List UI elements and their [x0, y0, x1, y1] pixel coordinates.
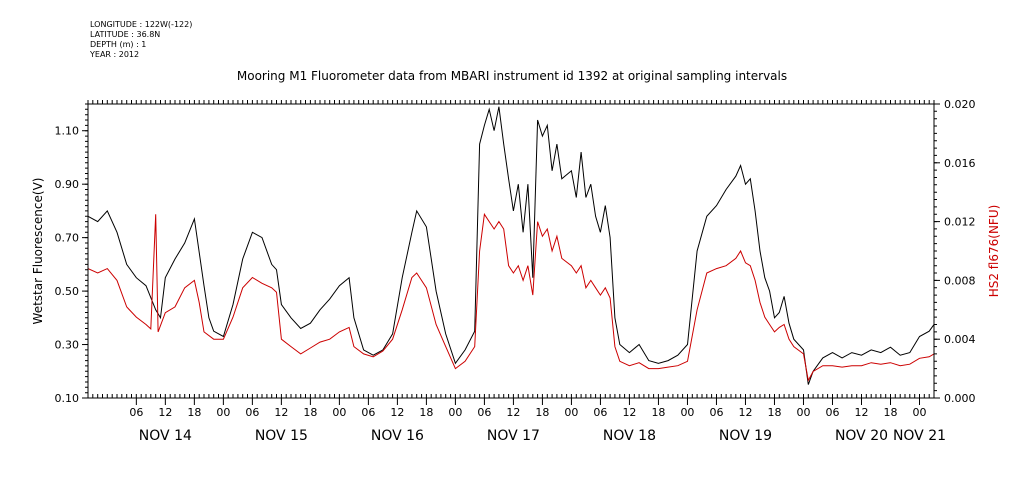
y-tick-label-left: 0.70: [55, 232, 80, 245]
y-axis-label-right: HS2 fl676(NFU): [987, 205, 1001, 298]
metadata-depth: DEPTH (m) : 1: [90, 40, 147, 49]
series-line-fl676: [88, 212, 934, 382]
x-tick-label: 00: [564, 406, 578, 419]
x-minor-ticks: [87, 100, 935, 398]
y-minor-ticks-left: [85, 103, 88, 399]
metadata-block: LONGITUDE : 122W(-122) LATITUDE : 36.8N …: [90, 20, 192, 60]
x-tick-label: 00: [332, 406, 346, 419]
plot-area: 06 12 18 00 06 12 18 00 06 12 18 00 06 12 18 00 06 12 18 00…: [55, 98, 976, 444]
chart-title: Mooring M1 Fluorometer data from MBARI i…: [237, 69, 787, 83]
x-tick-label: 00: [448, 406, 462, 419]
x-tick-label: 18: [303, 406, 317, 419]
x-tick-label: 06: [709, 406, 723, 419]
x-tick-label: 06: [477, 406, 491, 419]
y-tick-label-left: 0.50: [55, 285, 80, 298]
x-tick-label: 18: [651, 406, 665, 419]
y-tick-label-left: 0.30: [55, 339, 80, 352]
plot-frame: [87, 103, 935, 399]
y-tick-label-right: 0.020: [944, 98, 976, 111]
x-tick-label: 18: [535, 406, 549, 419]
x-tick-label: 06: [361, 406, 375, 419]
x-day-label: NOV 21: [893, 428, 946, 444]
y-minor-ticks-right: [934, 103, 937, 399]
y-tick-label-right: 0.000: [944, 392, 976, 405]
x-day-label: NOV 15: [255, 428, 308, 444]
metadata-latitude: LATITUDE : 36.8N: [90, 30, 161, 39]
x-tick-label: 06: [593, 406, 607, 419]
x-day-label: NOV 17: [487, 428, 540, 444]
y-tick-label-left: 0.90: [55, 178, 80, 191]
x-tick-label: 12: [506, 406, 520, 419]
x-tick-label: 12: [274, 406, 288, 419]
x-tick-label: 18: [419, 406, 433, 419]
x-day-label: NOV 19: [719, 428, 772, 444]
x-tick-label: 00: [216, 406, 230, 419]
y-tick-label-left: 1.10: [55, 125, 80, 138]
x-tick-label: 12: [390, 406, 404, 419]
x-tick-label: 12: [158, 406, 172, 419]
metadata-year: YEAR : 2012: [90, 50, 140, 59]
x-tick-label: 12: [622, 406, 636, 419]
x-tick-label: 00: [912, 406, 926, 419]
x-tick-label: 12: [854, 406, 868, 419]
x-tick-label: 18: [767, 406, 781, 419]
x-day-label: NOV 14: [139, 428, 192, 444]
y-tick-label-right: 0.012: [944, 216, 976, 229]
x-tick-label: 06: [129, 406, 143, 419]
y-axis-label-left: Wetstar Fluorescence(V): [31, 178, 45, 325]
y-tick-label-right: 0.008: [944, 274, 976, 287]
y-tick-label-left: 0.10: [55, 392, 80, 405]
x-tick-label: 18: [187, 406, 201, 419]
x-tick-label: 00: [796, 406, 810, 419]
y-tick-label-right: 0.016: [944, 157, 976, 170]
x-day-label: NOV 16: [371, 428, 424, 444]
x-day-label: NOV 18: [603, 428, 656, 444]
x-tick-label: 06: [245, 406, 259, 419]
x-tick-label: 12: [738, 406, 752, 419]
y-tick-label-right: 0.004: [944, 333, 976, 346]
series-line-fluorescence: [88, 106, 934, 385]
x-day-label: NOV 20: [835, 428, 888, 444]
metadata-longitude: LONGITUDE : 122W(-122): [90, 20, 193, 29]
x-tick-label: 06: [825, 406, 839, 419]
x-tick-label: 18: [883, 406, 897, 419]
x-tick-label: 00: [680, 406, 694, 419]
